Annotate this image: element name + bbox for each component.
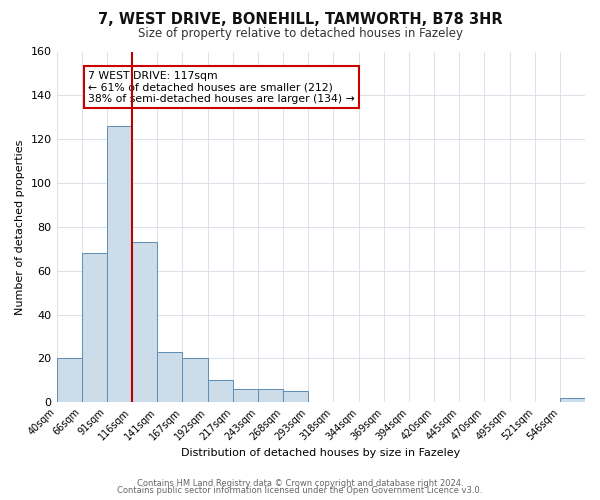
- Bar: [208, 380, 233, 402]
- Y-axis label: Number of detached properties: Number of detached properties: [15, 139, 25, 314]
- X-axis label: Distribution of detached houses by size in Fazeley: Distribution of detached houses by size …: [181, 448, 460, 458]
- Bar: [258, 389, 283, 402]
- Bar: [157, 352, 182, 402]
- Bar: [182, 358, 208, 402]
- Text: 7, WEST DRIVE, BONEHILL, TAMWORTH, B78 3HR: 7, WEST DRIVE, BONEHILL, TAMWORTH, B78 3…: [98, 12, 502, 28]
- Bar: [233, 389, 258, 402]
- Bar: [560, 398, 585, 402]
- Bar: [56, 358, 82, 402]
- Bar: [283, 391, 308, 402]
- Text: Contains public sector information licensed under the Open Government Licence v3: Contains public sector information licen…: [118, 486, 482, 495]
- Bar: [107, 126, 132, 402]
- Text: Size of property relative to detached houses in Fazeley: Size of property relative to detached ho…: [137, 28, 463, 40]
- Bar: [132, 242, 157, 402]
- Text: 7 WEST DRIVE: 117sqm
← 61% of detached houses are smaller (212)
38% of semi-deta: 7 WEST DRIVE: 117sqm ← 61% of detached h…: [88, 71, 355, 104]
- Bar: [82, 253, 107, 402]
- Text: Contains HM Land Registry data © Crown copyright and database right 2024.: Contains HM Land Registry data © Crown c…: [137, 478, 463, 488]
